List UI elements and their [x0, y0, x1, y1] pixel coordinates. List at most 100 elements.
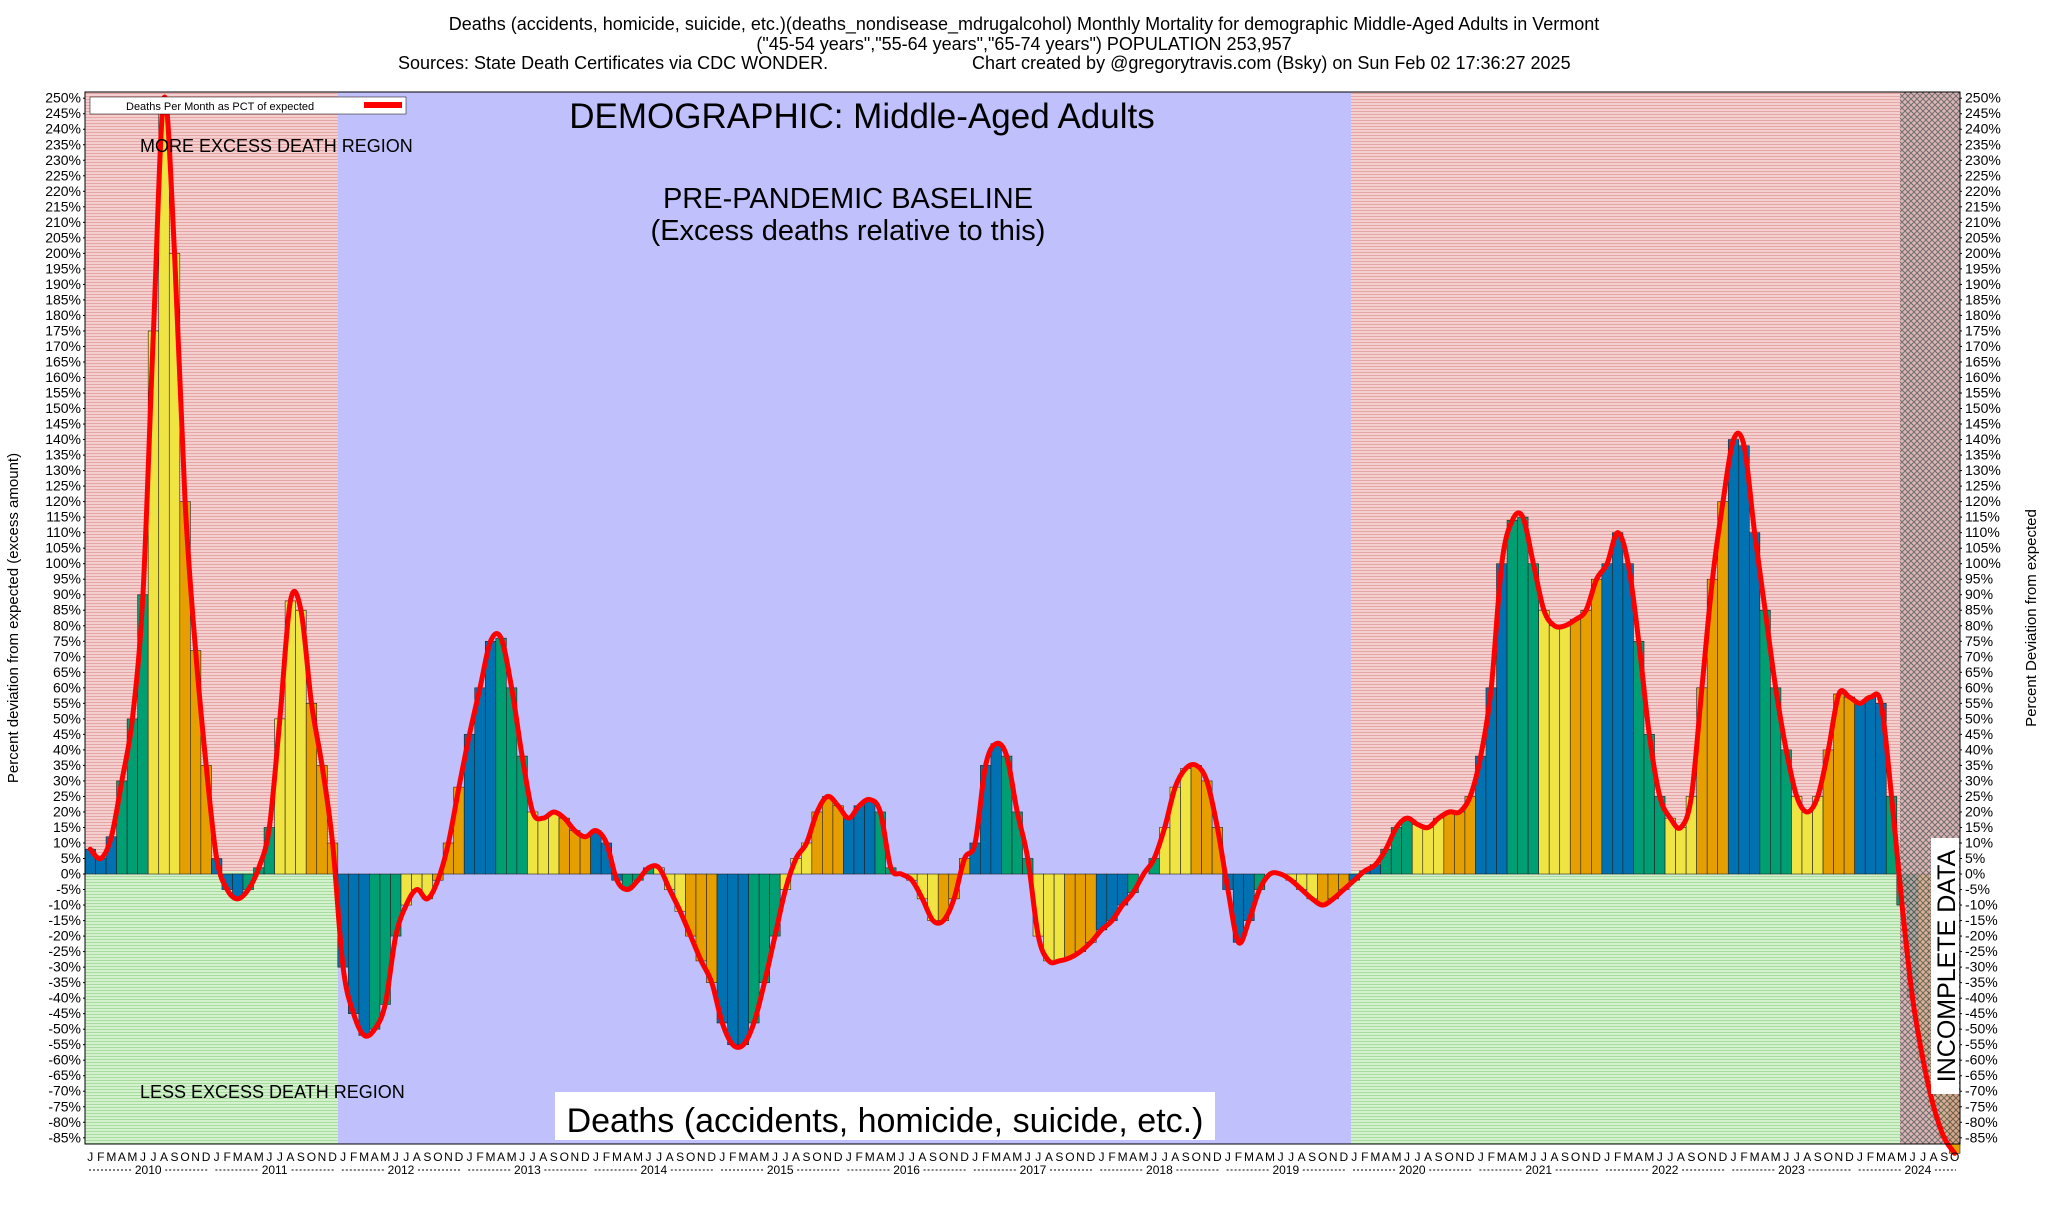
x-year-label: 2017: [1020, 1163, 1047, 1177]
y-tick-label: 20%: [1965, 804, 1993, 820]
y-tick-label: 5%: [1965, 850, 1985, 866]
y-tick-label: 205%: [45, 229, 81, 245]
bar: [706, 873, 718, 983]
y-tick-label: 25%: [53, 788, 81, 804]
y-tick-label: -65%: [48, 1067, 81, 1083]
bar: [853, 805, 865, 875]
bar: [484, 640, 497, 875]
y-tick-label: 25%: [1965, 788, 1993, 804]
y-tick-label: 135%: [1965, 447, 2001, 463]
y-tick-label: -70%: [1965, 1083, 1998, 1099]
y-tick-label: 10%: [53, 835, 81, 851]
y-tick-label: -45%: [48, 1005, 81, 1021]
bar: [358, 873, 370, 1036]
y-tick-label: 115%: [46, 509, 81, 525]
x-month-label: A: [1171, 1150, 1179, 1164]
x-month-label: M: [486, 1150, 496, 1164]
x-month-label: F: [603, 1150, 610, 1164]
bar: [579, 836, 591, 875]
x-month-label: S: [676, 1150, 684, 1164]
y-tick-label: 105%: [45, 540, 81, 556]
x-month-label: A: [539, 1150, 547, 1164]
bar: [1569, 619, 1582, 875]
y-tick-label: 80%: [53, 617, 81, 633]
x-month-label: A: [1550, 1150, 1558, 1164]
y-tick-label: -10%: [48, 897, 81, 913]
chart-sources: Sources: State Death Certificates via CD…: [398, 53, 828, 73]
bar: [474, 687, 486, 875]
x-month-label: D: [1845, 1150, 1854, 1164]
y-tick-label: -20%: [48, 928, 81, 944]
y-tick-label: 145%: [45, 416, 81, 432]
x-month-label: M: [1265, 1150, 1275, 1164]
y-tick-label: 225%: [45, 167, 81, 183]
y-tick-label: 230%: [1965, 152, 2001, 168]
bar: [1064, 873, 1076, 959]
incomplete-label-box: [1931, 838, 1959, 1094]
y-tick-label: 60%: [53, 679, 81, 695]
x-month-label: O: [939, 1150, 948, 1164]
y-tick-label: 135%: [45, 447, 81, 463]
x-month-label: J: [1025, 1150, 1031, 1164]
x-month-label: A: [497, 1150, 505, 1164]
legend-label: Deaths Per Month as PCT of expected: [126, 101, 314, 113]
y-tick-label: 245%: [45, 105, 81, 121]
x-month-label: A: [371, 1150, 379, 1164]
x-month-label: J: [340, 1150, 346, 1164]
y-tick-label: 140%: [1965, 431, 2001, 447]
y-tick-label: -60%: [1965, 1052, 1998, 1068]
chart-credit: Chart created by @gregorytravis.com (Bsk…: [972, 53, 1571, 73]
less-excess-label: LESS EXCESS DEATH REGION: [140, 1082, 405, 1102]
x-month-label: A: [876, 1150, 884, 1164]
x-month-label: M: [1370, 1150, 1380, 1164]
x-month-label: A: [1761, 1150, 1769, 1164]
x-month-label: J: [719, 1150, 725, 1164]
y-tick-label: 75%: [1965, 633, 1993, 649]
x-month-label: O: [1318, 1150, 1327, 1164]
x-month-label: M: [1750, 1150, 1760, 1164]
y-tick-label: 5%: [61, 850, 81, 866]
x-month-label: S: [1940, 1150, 1948, 1164]
x-month-label: O: [1950, 1150, 1959, 1164]
bar: [1180, 768, 1192, 875]
x-month-label: M: [1897, 1150, 1907, 1164]
bar: [1738, 445, 1750, 875]
x-month-label: F: [1361, 1150, 1368, 1164]
y-tick-label: 175%: [45, 322, 81, 338]
bar: [1843, 696, 1855, 875]
y-tick-label: 195%: [1965, 260, 2001, 276]
bar: [1443, 811, 1455, 875]
bar: [1317, 873, 1329, 906]
x-month-label: O: [1065, 1150, 1074, 1164]
x-month-label: A: [1129, 1150, 1137, 1164]
y-tick-label: 50%: [1965, 710, 1993, 726]
bar: [1043, 873, 1055, 962]
y-tick-label: -45%: [1965, 1005, 1998, 1021]
y-tick-label: 220%: [1965, 183, 2001, 199]
y-tick-label: 225%: [1965, 167, 2001, 183]
x-month-label: J: [1667, 1150, 1673, 1164]
y-tick-label: 125%: [1965, 478, 2001, 494]
x-month-label: O: [1824, 1150, 1833, 1164]
bar: [1559, 625, 1571, 875]
x-month-label: F: [982, 1150, 989, 1164]
y-tick-label: 10%: [1965, 835, 1993, 851]
background-regions: [85, 92, 1900, 1144]
x-month-label: M: [1244, 1150, 1254, 1164]
x-month-label: A: [244, 1150, 252, 1164]
x-month-label: N: [1329, 1150, 1338, 1164]
x-month-label: O: [180, 1150, 189, 1164]
y-tick-label: 110%: [46, 524, 81, 540]
x-month-label: N: [823, 1150, 832, 1164]
x-year-label: 2019: [1272, 1163, 1299, 1177]
y-tick-label: 150%: [45, 400, 81, 416]
x-month-label: A: [1803, 1150, 1811, 1164]
bar: [1517, 516, 1529, 875]
x-month-label: S: [1814, 1150, 1822, 1164]
bar: [548, 811, 560, 875]
y-tick-label: -30%: [1965, 959, 1998, 975]
plot-frame: [84, 91, 1961, 1145]
bar: [864, 799, 876, 875]
y-tick-label: 240%: [45, 121, 81, 137]
x-month-label: F: [97, 1150, 104, 1164]
